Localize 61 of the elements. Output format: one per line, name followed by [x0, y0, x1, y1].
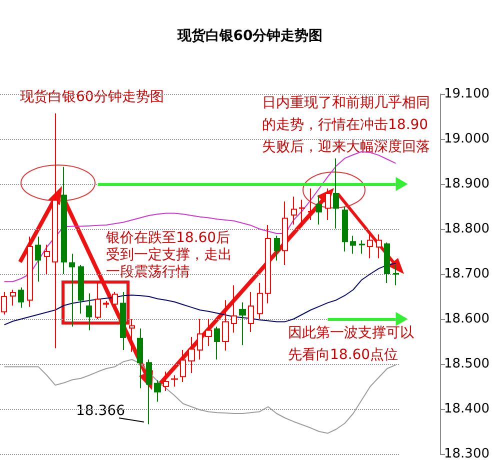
candlestick [137, 328, 143, 389]
candlestick [214, 326, 220, 360]
annotation: 银价在跌至18.60后受到一定支撑，走出一段震荡行情 [106, 230, 233, 281]
candlestick [393, 264, 399, 286]
candlestick [1, 292, 7, 315]
candlestick [69, 253, 75, 328]
candlestick [35, 236, 41, 282]
candlestick [384, 242, 390, 284]
line-series [4, 151, 396, 282]
y-tick-label: 19.100 [444, 86, 490, 102]
candlestick [112, 292, 118, 306]
candlestick [120, 292, 126, 351]
y-tick-label: 18.300 [444, 446, 490, 462]
candlestick [103, 300, 109, 308]
annotation: 因此第一波支撑可以先看向18.60点位 [288, 324, 415, 365]
candlestick [95, 281, 101, 320]
y-tick-label: 18.800 [444, 222, 490, 236]
y-tick-label: 18.600 [444, 312, 490, 326]
candlestick [61, 166, 67, 274]
candlestick [171, 374, 178, 387]
candlestick [367, 233, 373, 259]
candlestick [291, 196, 297, 225]
candlestick [325, 188, 331, 220]
candlestick [222, 300, 229, 351]
candlestick [146, 359, 152, 425]
candlestick [86, 292, 92, 331]
candlestick [129, 318, 135, 352]
candlestick [180, 350, 186, 382]
candlestick [257, 282, 263, 320]
candlestick [239, 302, 246, 346]
candlestick [78, 264, 84, 314]
candlestick [163, 371, 169, 392]
candlestick [265, 224, 271, 304]
candlestick [376, 234, 382, 259]
candlestick [359, 240, 365, 254]
candlestick [333, 158, 339, 230]
y-tick-label: 18.500 [444, 356, 490, 372]
annotation: 日内重现了和前期几乎相同的走势，行情在冲击18.90失败后，迎来大幅深度回落 [262, 94, 431, 157]
candlestick [27, 236, 33, 308]
candlestick [299, 199, 305, 228]
candlestick [188, 336, 195, 374]
y-tick-label: 18.400 [444, 402, 490, 416]
candlestick [274, 235, 280, 261]
y-tick-label: 18.900 [444, 176, 490, 192]
y-tick-label: 19.000 [444, 132, 490, 146]
candlestick [205, 318, 212, 346]
candlestick [197, 318, 203, 360]
candlestick [316, 194, 322, 225]
chart-title: 现货白银60分钟走势图 [176, 28, 323, 44]
candlestick [308, 188, 314, 220]
y-tick-label: 18.700 [444, 266, 490, 282]
candlestick [231, 284, 237, 333]
candlestick [18, 287, 24, 308]
candlestick [350, 235, 356, 254]
candlestick [282, 201, 288, 266]
candlestick [342, 206, 348, 252]
candlestick [154, 380, 161, 402]
candlestick [248, 292, 254, 333]
candlestick [10, 289, 16, 306]
candlestick [52, 112, 58, 349]
candlestick [44, 244, 50, 274]
